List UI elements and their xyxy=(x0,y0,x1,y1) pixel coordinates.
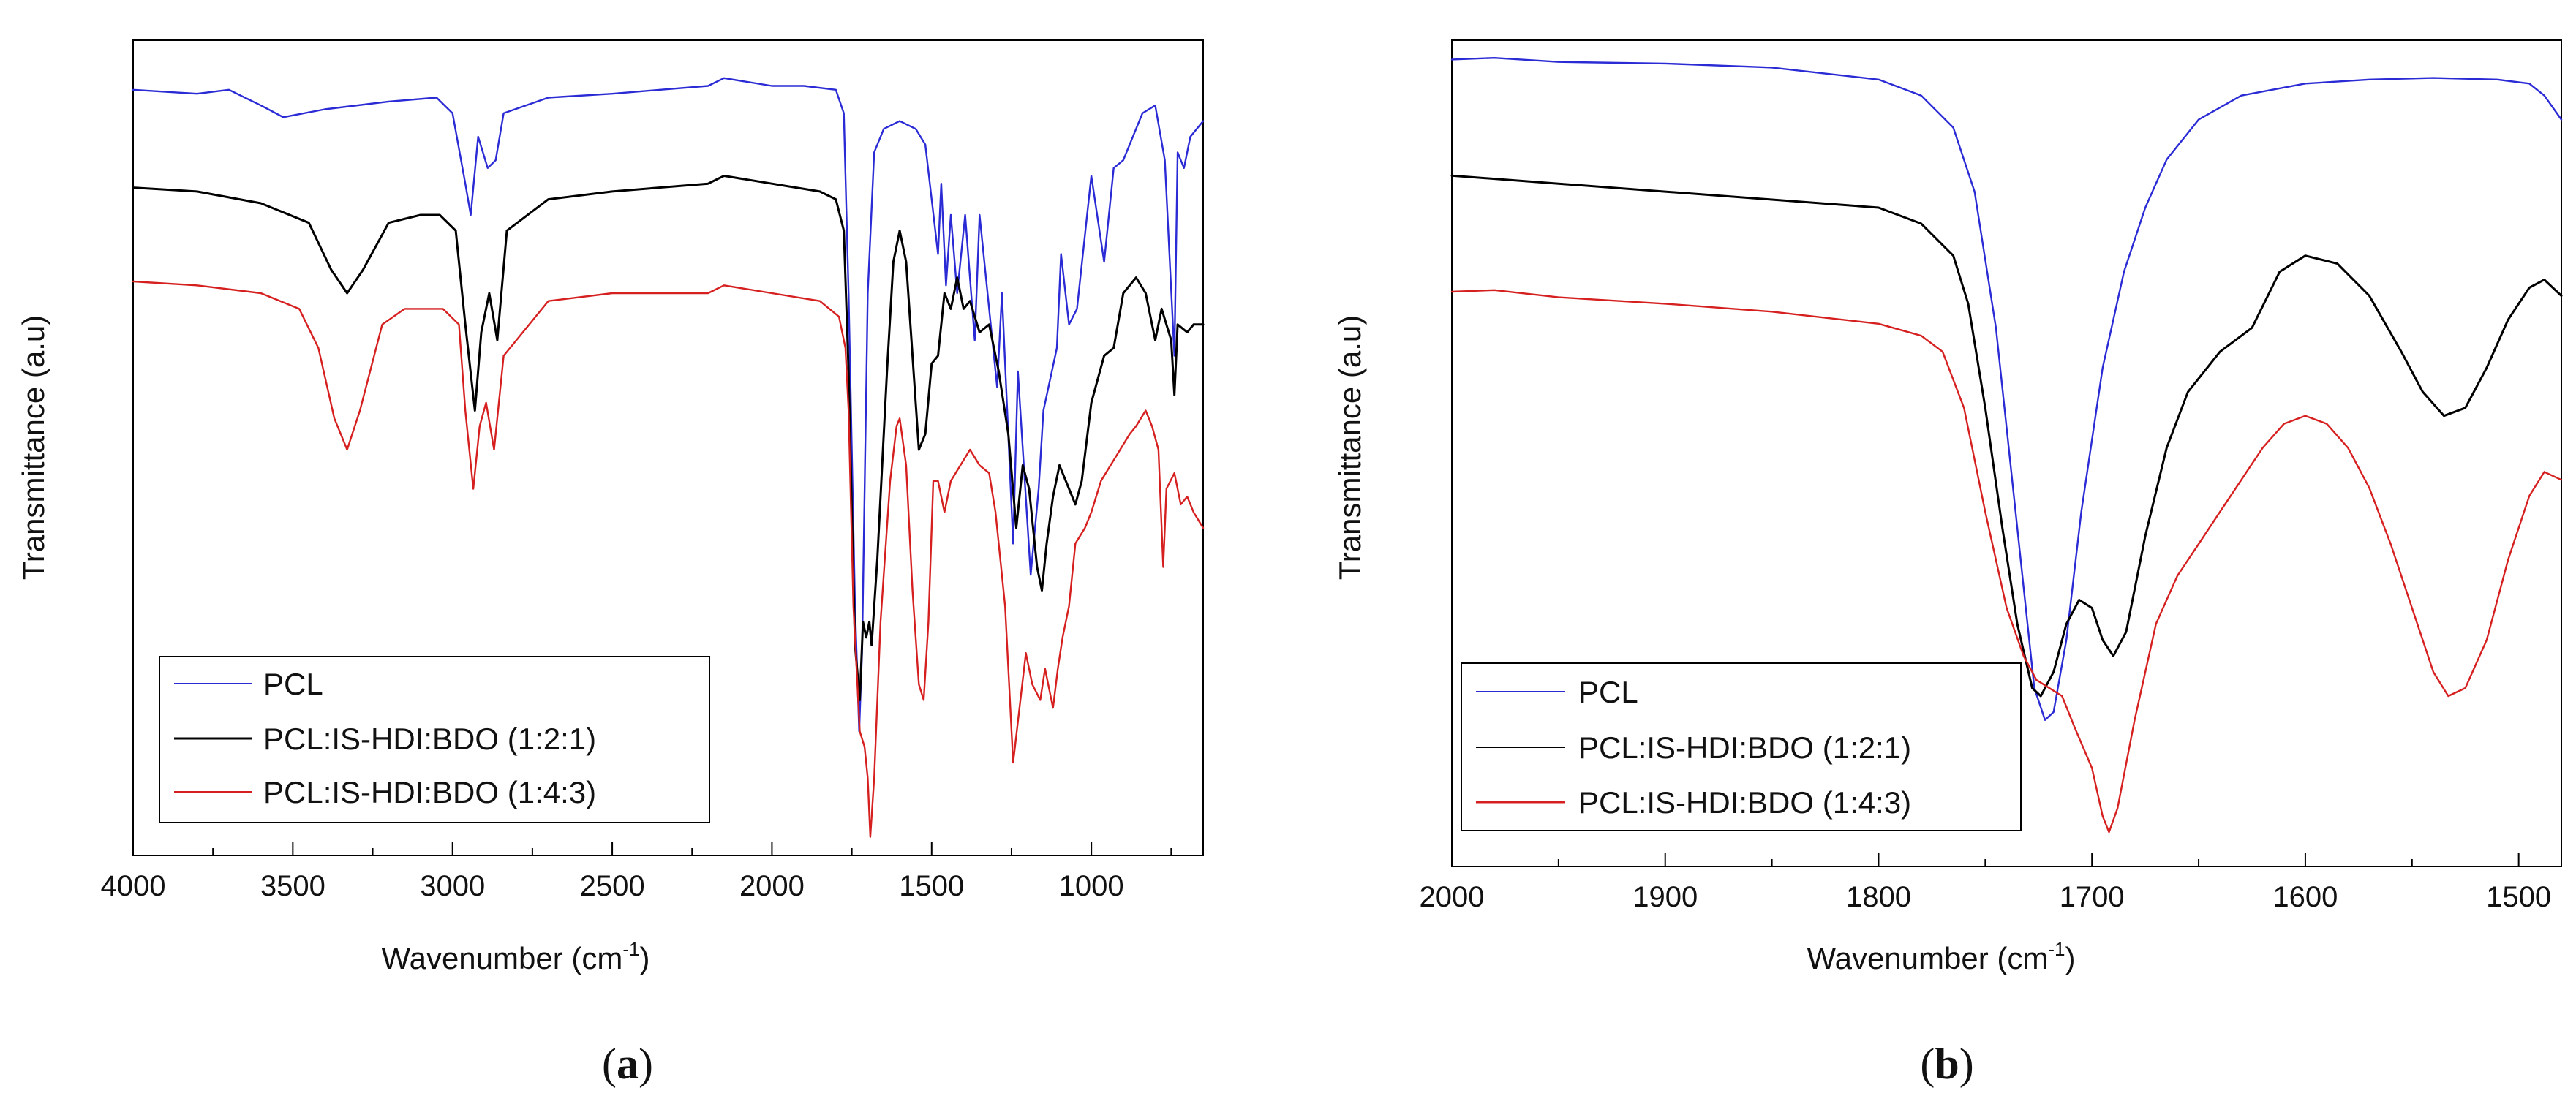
panel-b-legend-label-143: PCL:IS-HDI:BDO (1:4:3) xyxy=(1578,785,1911,820)
panel-b-x-tick-labels: 2000 1900 1800 1700 1600 1500 xyxy=(1420,881,2552,913)
panel-a-x-tick-label-2500: 2500 xyxy=(580,870,645,902)
panel-a-x-tick-label-1000: 1000 xyxy=(1059,870,1124,902)
panel-a-x-axis-label: Wavenumber (cm-1) xyxy=(382,938,650,975)
panel-a-y-axis-label: Transmittance (a.u) xyxy=(16,315,50,581)
panel-b-x-tick-label-1600: 1600 xyxy=(2272,881,2338,913)
panel-a-series-pcl-is-hdi-bdo-1-4-3 xyxy=(132,280,1205,838)
panel-b-series-pcl xyxy=(1450,56,2563,721)
panel-b-legend-label-pcl: PCL xyxy=(1578,675,1638,709)
panel-b-series-pcl-is-hdi-bdo-1-2-1 xyxy=(1450,174,2563,698)
panel-b-axes xyxy=(1451,39,2562,867)
panel-b-x-tick-label-1800: 1800 xyxy=(1846,881,1911,913)
panel-a-legend-label-143: PCL:IS-HDI:BDO (1:4:3) xyxy=(263,775,596,809)
panel-b-legend: PCL PCL:IS-HDI:BDO (1:2:1) PCL:IS-HDI:BD… xyxy=(1461,662,2022,831)
panel-a-x-tick-label-2000: 2000 xyxy=(739,870,805,902)
panel-a-plot-frame xyxy=(132,39,1204,856)
panel-a: 4000 3500 3000 2500 2000 1500 1000 Transmittan… xyxy=(16,39,1205,1088)
panel-a-legend-label-121: PCL:IS-HDI:BDO (1:2:1) xyxy=(263,722,596,756)
panel-b-x-tick-label-1900: 1900 xyxy=(1632,881,1698,913)
panel-b-series-pcl-is-hdi-bdo-1-4-3 xyxy=(1450,289,2563,834)
panel-b-lines xyxy=(1450,56,2563,834)
panel-a-legend-label-pcl: PCL xyxy=(263,667,323,701)
panel-b-x-tick-label-2000: 2000 xyxy=(1420,881,1485,913)
panel-a-series-pcl-is-hdi-bdo-1-2-1 xyxy=(132,175,1205,701)
panel-a-x-tick-label-3000: 3000 xyxy=(420,870,485,902)
panel-b-y-axis-label: Transmittance (a.u) xyxy=(1333,315,1367,581)
panel-b: 2000 1900 1800 1700 1600 1500 Transmittance (… xyxy=(1333,39,2563,1088)
panel-b-x-axis-label: Wavenumber (cm-1) xyxy=(1807,938,2076,975)
panel-a-x-tick-label-4000: 4000 xyxy=(101,870,166,902)
panel-a-caption: (a) xyxy=(602,1040,653,1088)
panel-a-series-pcl xyxy=(132,77,1205,733)
panel-b-legend-label-121: PCL:IS-HDI:BDO (1:2:1) xyxy=(1578,730,1911,765)
panel-a-x-tick-label-1500: 1500 xyxy=(899,870,964,902)
panel-a-lines xyxy=(132,77,1205,838)
panel-a-x-tick-label-3500: 3500 xyxy=(260,870,325,902)
panel-a-x-tick-labels: 4000 3500 3000 2500 2000 1500 1000 xyxy=(101,870,1124,902)
panel-b-x-tick-label-1500: 1500 xyxy=(2486,881,2551,913)
panel-a-axes xyxy=(132,39,1204,856)
panel-b-plot-frame xyxy=(1451,39,2562,867)
panel-a-legend: PCL PCL:IS-HDI:BDO (1:2:1) PCL:IS-HDI:BD… xyxy=(159,656,710,823)
panel-b-caption: (b) xyxy=(1920,1040,1973,1088)
panel-b-x-tick-label-1700: 1700 xyxy=(2060,881,2125,913)
